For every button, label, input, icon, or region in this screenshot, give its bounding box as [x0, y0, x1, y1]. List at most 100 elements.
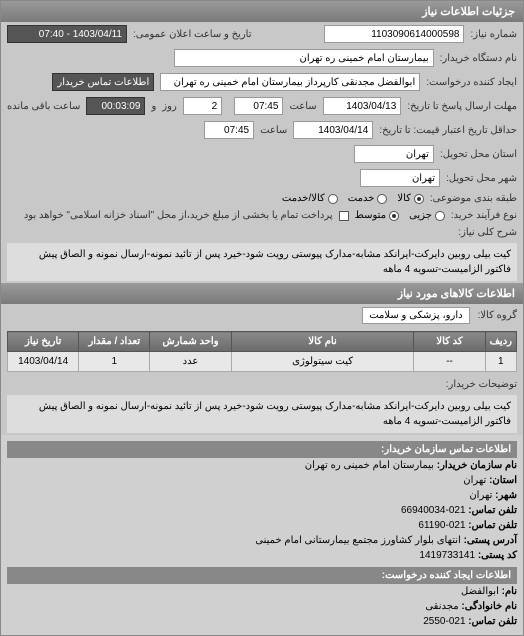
radio-dot-mid: [389, 211, 399, 221]
checkbox-treasury[interactable]: [339, 211, 349, 221]
contact-city: شهر: تهران: [7, 488, 517, 503]
contact-fax: تلفن تماس: 021-61190: [7, 518, 517, 533]
contact-postal: کد پستی: 1419733141: [7, 548, 517, 563]
th-2: نام کالا: [231, 332, 414, 352]
label-buyer-org: نام دستگاه خریدار:: [440, 53, 517, 64]
radio-label-mid: متوسط: [355, 210, 386, 221]
radio-dot-goods: [414, 194, 424, 204]
creator-contact-button[interactable]: اطلاعات تماس خریدار: [52, 73, 154, 91]
category-radio-group: کالا خدمت کالا/خدمت: [282, 193, 424, 204]
contact-fax-v: 021-61190: [418, 520, 465, 531]
table-header-row: ردیف کد کالا نام کالا واحد شمارش تعداد /…: [8, 332, 517, 352]
contact-phone: تلفن تماس: 021-66940034: [7, 503, 517, 518]
label-need-no: شماره نیاز:: [470, 29, 517, 40]
field-remain-time: 00:03:09: [86, 97, 145, 115]
label-public-date: تاریخ و ساعت اعلان عمومی:: [133, 29, 252, 40]
radio-goods[interactable]: کالا: [397, 193, 424, 204]
label-province: استان محل تحویل:: [440, 149, 517, 160]
th-4: تعداد / مقدار: [79, 332, 150, 352]
td-0-3: عدد: [150, 352, 231, 372]
label-buyer-notes: توضیحات خریدار:: [446, 379, 517, 390]
contact-province-v: تهران: [463, 475, 486, 486]
label-category: طبقه بندی موضوعی:: [430, 193, 517, 204]
contact-city-l: شهر:: [495, 490, 517, 501]
req-name-v: ابوالفضل: [461, 586, 499, 597]
radio-both[interactable]: کالا/خدمت: [282, 193, 338, 204]
field-reply-time: 07:45: [234, 97, 283, 115]
buyer-notes-block: کیت بیلی روبین دایرکت-ایرانکد مشابه-مدار…: [7, 395, 517, 433]
radio-low[interactable]: جزیی: [409, 210, 445, 221]
td-0-4: 1: [79, 352, 150, 372]
row-buyer-org: نام دستگاه خریدار: بیمارستان امام خمینی …: [1, 46, 523, 70]
process-radio-group: جزیی متوسط: [355, 210, 445, 221]
label-goods-group: گروه کالا:: [478, 310, 517, 321]
contact-section: اطلاعات تماس سازمان خریدار: نام سازمان خ…: [1, 435, 523, 635]
main-panel: جزئیات اطلاعات نیاز شماره نیاز: 11030906…: [0, 0, 524, 636]
td-0-1: --: [414, 352, 485, 372]
radio-label-goods: کالا: [397, 193, 411, 204]
req-family-v: مجدنقى: [425, 601, 458, 612]
main-header: جزئیات اطلاعات نیاز: [1, 1, 523, 22]
label-reply-deadline: مهلت ارسال پاسخ تا تاریخ:: [407, 101, 517, 112]
radio-dot-low: [435, 211, 445, 221]
label-and: و: [151, 101, 156, 112]
contact-province: استان: تهران: [7, 473, 517, 488]
td-0-5: 1403/04/14: [8, 352, 79, 372]
goods-header: اطلاعات کالاهای مورد نیاز: [1, 283, 523, 304]
contact-org: نام سازمان خریدار: بیمارستان امام خمینی …: [7, 458, 517, 473]
radio-mid[interactable]: متوسط: [355, 210, 399, 221]
th-1: کد کالا: [414, 332, 485, 352]
req-family-l: نام خانوادگی:: [461, 601, 517, 612]
row-category: طبقه بندی موضوعی: کالا خدمت کالا/خدمت: [1, 190, 523, 207]
label-need-desc: شرح کلی نیاز:: [458, 227, 517, 238]
label-proc-note: پرداخت تمام یا بخشی از مبلغ خرید،از محل …: [24, 210, 333, 221]
th-5: تاریخ نیاز: [8, 332, 79, 352]
need-desc-block: کیت بیلی روبین دایرکت-ایرانکد مشابه-مدار…: [7, 243, 517, 281]
field-creator: ابوالفضل مجدنقى كارپرداز بيمارستان امام …: [160, 73, 420, 91]
contact-postal-l: کد پستی:: [478, 550, 517, 561]
req-phone: تلفن تماس: 021-2550: [7, 614, 517, 629]
row-reply-deadline: مهلت ارسال پاسخ تا تاریخ: 1403/04/13 ساع…: [1, 94, 523, 118]
req-name: نام: ابوالفضل: [7, 584, 517, 599]
contact-postal-v: 1419733141: [419, 550, 475, 561]
contact-province-l: استان:: [489, 475, 517, 486]
field-reply-date: 1403/04/13: [323, 97, 402, 115]
th-3: واحد شمارش: [150, 332, 231, 352]
radio-dot-both: [328, 194, 338, 204]
field-remain-days: 2: [183, 97, 222, 115]
label-day: روز: [162, 101, 177, 112]
req-family: نام خانوادگی: مجدنقى: [7, 599, 517, 614]
field-validity-time: 07:45: [204, 121, 254, 139]
row-creator: ایجاد کننده درخواست: ابوالفضل مجدنقى كار…: [1, 70, 523, 94]
contact-address-l: آدرس پستی:: [464, 535, 517, 546]
radio-service[interactable]: خدمت: [348, 193, 388, 204]
label-process: نوع فرآیند خرید:: [451, 210, 517, 221]
contact-org-l: نام سازمان خریدار:: [437, 460, 517, 471]
field-public-date: 1403/04/11 - 07:40: [7, 25, 127, 43]
th-0: ردیف: [485, 332, 516, 352]
row-buyer-notes: توضیحات خریدار:: [1, 376, 523, 393]
field-province: تهران: [354, 145, 434, 163]
field-need-no: 1103090614000598: [324, 25, 464, 43]
label-city: شهر محل تحویل:: [446, 173, 517, 184]
radio-label-low: جزیی: [409, 210, 432, 221]
contact-org-v: بیمارستان امام خمینی ره تهران: [305, 460, 434, 471]
label-creator: ایجاد کننده درخواست:: [426, 77, 517, 88]
contact-city-v: تهران: [469, 490, 492, 501]
req-name-l: نام:: [502, 586, 517, 597]
contact-address: آدرس پستی: انتهای بلوار کشاورز مجتمع بیم…: [7, 533, 517, 548]
contact-fax-l: تلفن تماس:: [468, 520, 517, 531]
contact-address-v: انتهای بلوار کشاورز مجتمع بیمارستانی اما…: [255, 535, 460, 546]
row-city: شهر محل تحویل: تهران: [1, 166, 523, 190]
contact-phone-l: تلفن تماس:: [468, 505, 517, 516]
field-city: تهران: [360, 169, 440, 187]
row-process: نوع فرآیند خرید: جزیی متوسط پرداخت تمام …: [1, 207, 523, 224]
row-price-validity: حداقل تاریخ اعتبار قیمت: تا تاریخ: 1403/…: [1, 118, 523, 142]
req-phone-l: تلفن تماس:: [468, 616, 517, 627]
goods-table: ردیف کد کالا نام کالا واحد شمارش تعداد /…: [7, 331, 517, 372]
label-remain: ساعت باقی مانده: [7, 101, 80, 112]
field-goods-group: دارو، پزشکی و سلامت: [362, 307, 469, 324]
row-need-desc: شرح کلی نیاز:: [1, 224, 523, 241]
row-province: استان محل تحویل: تهران: [1, 142, 523, 166]
field-validity-date: 1403/04/14: [293, 121, 373, 139]
